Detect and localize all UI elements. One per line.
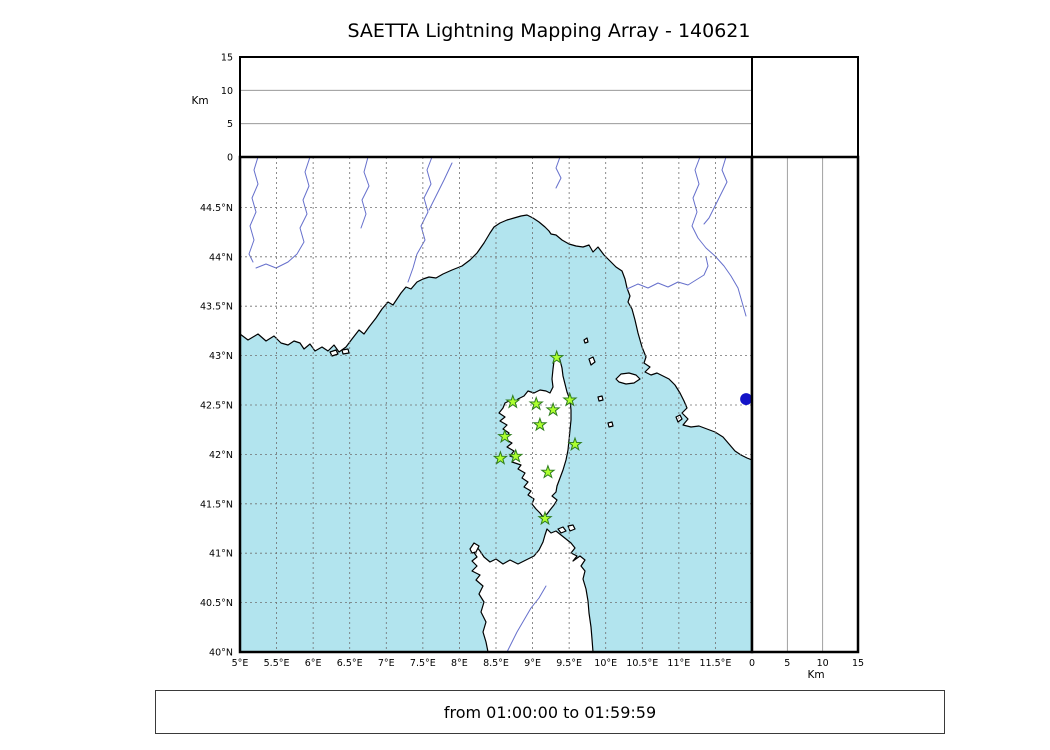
alt-tick-label: 5	[784, 658, 790, 669]
top-altitude-panel: 0 5 10 15 Km	[191, 53, 753, 164]
alt-tick-label: 10	[221, 86, 233, 97]
caption-box: from 01:00:00 to 01:59:59	[155, 690, 945, 734]
lma-station-marker	[497, 428, 513, 444]
lma-station-marker	[528, 395, 544, 411]
top-panel-grid	[240, 89, 752, 125]
alt-tick-label: 5	[227, 119, 233, 130]
lon-tick-label: 5°E	[232, 658, 249, 669]
lat-tick-label: 41°N	[209, 549, 233, 560]
lma-station-marker	[492, 450, 509, 465]
lat-tick-label: 44.5°N	[200, 203, 233, 214]
top-panel-tick-labels: 0 5 10 15	[221, 53, 233, 164]
lon-tick-label: 7.5°E	[410, 658, 436, 669]
lon-tick-label: 9°E	[524, 658, 541, 669]
lma-station-marker	[549, 349, 565, 365]
lma-station-marker	[537, 510, 553, 526]
top-right-panel-bg	[752, 57, 858, 157]
lon-tick-label: 5.5°E	[264, 658, 290, 669]
lon-tick-label: 10°E	[594, 658, 617, 669]
lon-tick-label: 10.5°E	[626, 658, 658, 669]
top-right-panel	[751, 56, 859, 158]
right-panel-frame	[750, 155, 860, 654]
small-islands	[329, 337, 683, 554]
lon-tick-label: 8.5°E	[483, 658, 509, 669]
lma-station-marker	[508, 448, 524, 463]
rivers	[248, 157, 747, 652]
top-km-axis-label: Km	[191, 95, 208, 107]
alt-tick-label: 10	[817, 658, 829, 669]
lon-tick-label: 8°E	[451, 658, 468, 669]
alt-tick-label: 0	[749, 658, 755, 669]
right-altitude-panel	[750, 155, 860, 654]
longitude-tick-labels: 5°E 5.5°E 6°E 6.5°E 7°E 7.5°E 8°E 8.5°E 9°E 9.5°E…	[232, 658, 732, 669]
lat-tick-label: 43°N	[209, 351, 233, 362]
lma-station-marker	[545, 401, 561, 417]
lat-tick-label: 40°N	[209, 648, 233, 659]
lat-tick-label: 41.5°N	[200, 499, 233, 510]
lon-tick-label: 6.5°E	[337, 658, 363, 669]
caption-text: from 01:00:00 to 01:59:59	[443, 702, 657, 722]
map-markers	[492, 349, 752, 526]
alt-tick-label: 0	[227, 153, 233, 164]
coastline-mainland-france-italy	[240, 157, 752, 461]
map-panel	[238, 155, 754, 654]
map-gridlines	[240, 157, 752, 652]
lat-tick-label: 43.5°N	[200, 302, 233, 313]
coastline-corsica	[498, 353, 572, 518]
lon-tick-label: 9.5°E	[556, 658, 582, 669]
lma-station-marker	[562, 392, 578, 407]
right-panel-bg	[752, 157, 858, 652]
figure-title: SAETTA Lightning Mapping Array - 140621	[347, 20, 751, 42]
lat-tick-label: 42°N	[209, 450, 233, 461]
source-dot	[740, 393, 752, 406]
latitude-tick-labels: 44.5°N 44°N 43.5°N 43°N 42.5°N 42°N 41.5°N 41°N…	[200, 203, 233, 659]
lat-tick-label: 40.5°N	[200, 598, 233, 609]
lon-tick-label: 6°E	[305, 658, 322, 669]
lat-tick-label: 44°N	[209, 252, 233, 263]
lon-tick-label: 11.5°E	[699, 658, 731, 669]
lon-tick-label: 7°E	[378, 658, 395, 669]
alt-tick-label: 15	[852, 658, 864, 669]
right-panel-tick-labels: 0 5 10 15	[749, 658, 864, 669]
top-panel-bg	[240, 57, 752, 157]
lon-tick-label: 11°E	[667, 658, 690, 669]
lma-station-marker	[532, 416, 548, 432]
alt-tick-label: 15	[221, 53, 233, 64]
right-km-axis-label: Km	[807, 669, 824, 681]
lat-tick-label: 42.5°N	[200, 400, 233, 411]
lma-station-marker	[567, 436, 583, 452]
lma-station-marker	[540, 464, 556, 479]
right-panel-grid	[786, 157, 824, 652]
lma-station-marker	[505, 393, 521, 409]
